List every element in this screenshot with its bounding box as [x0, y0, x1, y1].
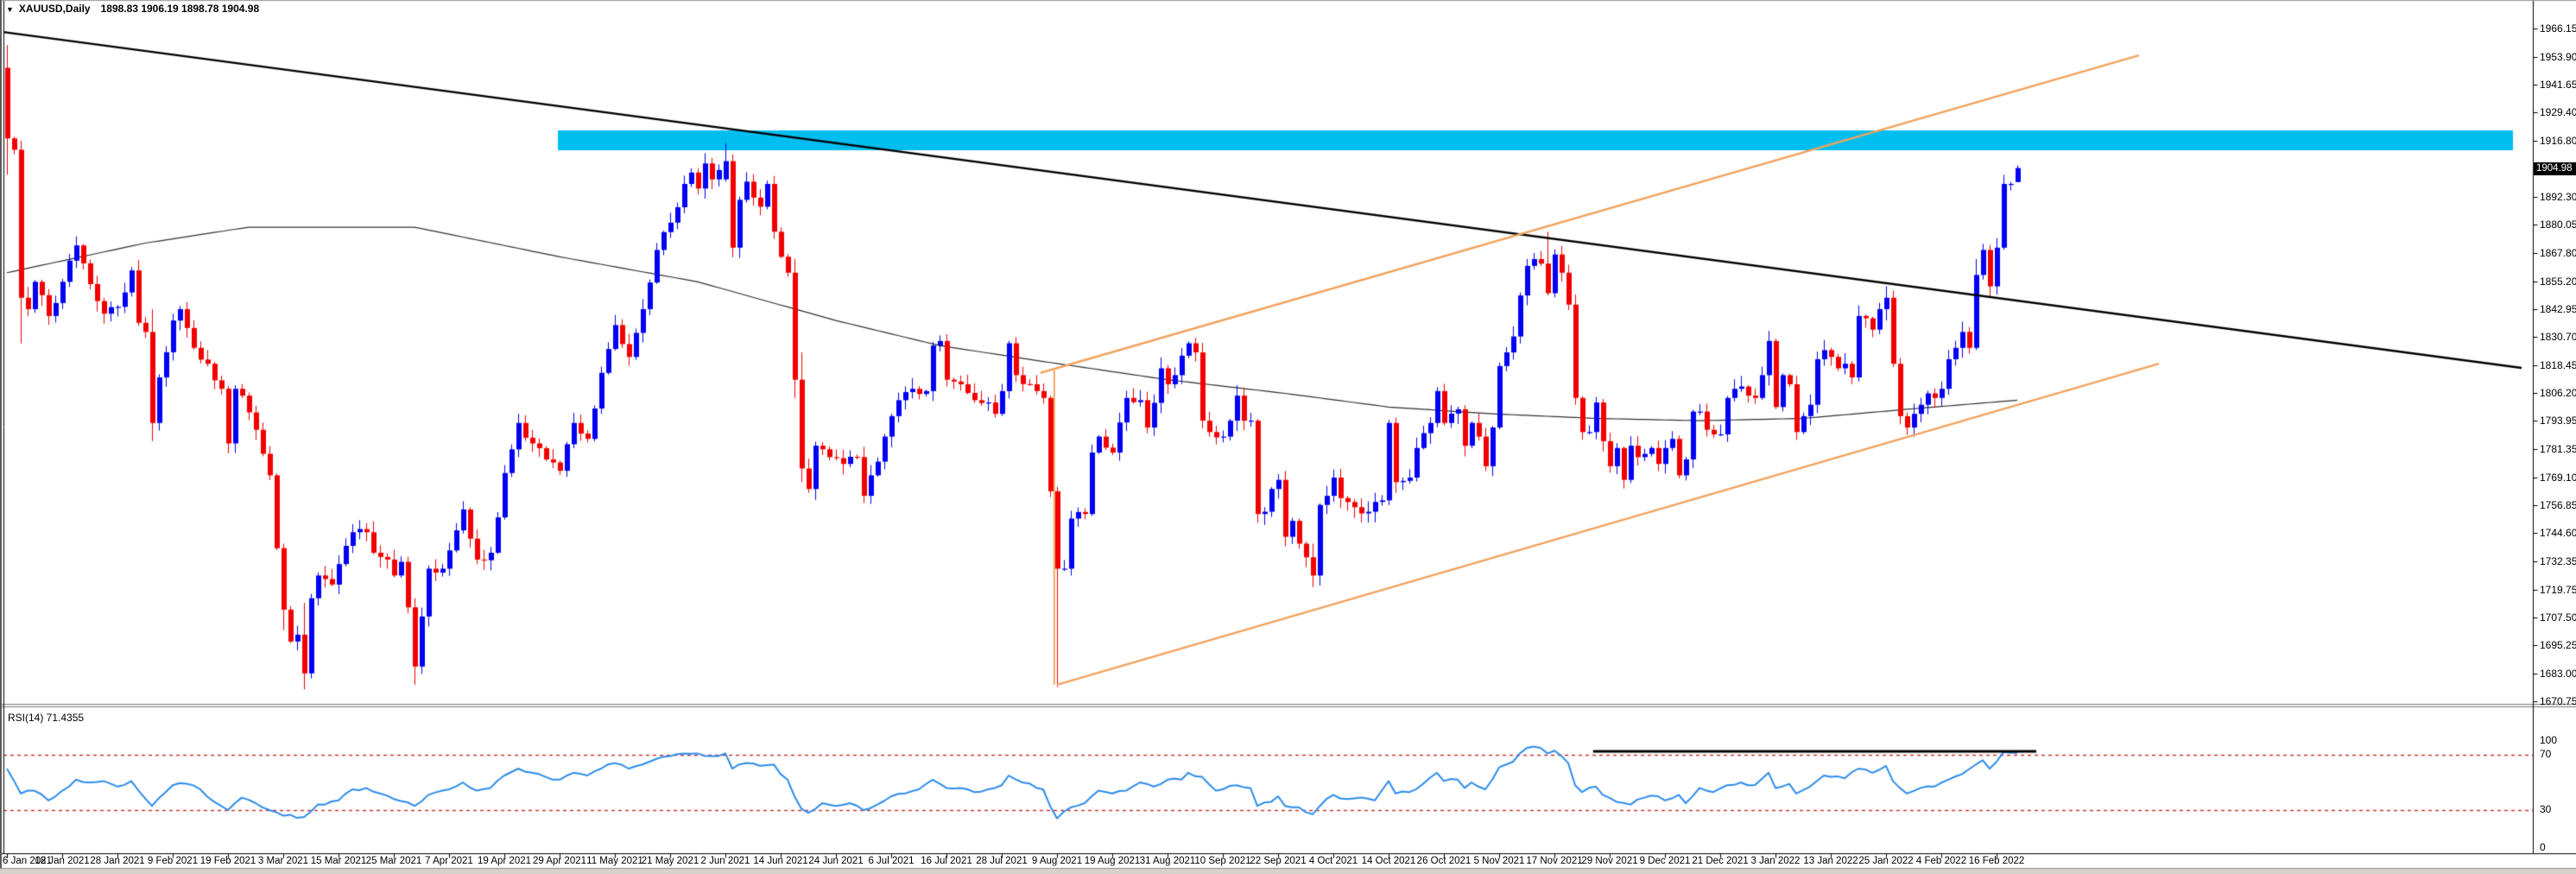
- date-axis-label: 11 May 2021: [586, 856, 643, 866]
- chart-title: ▼ XAUUSD,Daily 1898.83 1906.19 1898.78 19…: [6, 3, 259, 15]
- price-axis-label: 1966.15: [2540, 22, 2576, 35]
- date-axis-label: 9 Feb 2021: [147, 856, 199, 866]
- price-axis-label: 1781.35: [2540, 443, 2576, 456]
- price-axis-label: 1695.25: [2540, 639, 2576, 652]
- date-axis-label: 26 Oct 2021: [1416, 856, 1472, 866]
- price-axis-label: 1880.05: [2540, 218, 2576, 231]
- date-axis-label: 29 Nov 2021: [1581, 856, 1638, 866]
- rsi-axis-label: 30: [2540, 803, 2552, 815]
- price-axis-label: 1867.80: [2540, 246, 2576, 259]
- price-axis-label: 1941.65: [2540, 78, 2576, 91]
- price-axis-label: 1830.70: [2540, 331, 2576, 344]
- date-axis-label: 14 Jun 2021: [753, 856, 808, 866]
- price-axis-label: 1670.75: [2540, 695, 2576, 707]
- price-axis-label: 1953.90: [2540, 50, 2576, 63]
- date-axis-label: 19 Feb 2021: [199, 856, 256, 866]
- date-axis-label: 2 Jun 2021: [700, 856, 750, 866]
- date-axis-label: 21 May 2021: [641, 856, 699, 866]
- price-axis-label: 1683.00: [2540, 667, 2576, 680]
- date-axis-label: 17 Nov 2021: [1526, 856, 1583, 866]
- date-axis-label: 19 Apr 2021: [477, 856, 532, 866]
- date-axis-label: 14 Oct 2021: [1361, 856, 1416, 866]
- price-axis-label: 1855.20: [2540, 275, 2576, 288]
- price-axis-label: 1892.30: [2540, 190, 2576, 203]
- date-axis-label: 4 Feb 2022: [1915, 856, 1967, 866]
- date-axis-label: 4 Oct 2021: [1308, 856, 1358, 866]
- price-axis-label: 1769.10: [2540, 471, 2576, 484]
- price-axis-label: 1756.85: [2540, 499, 2576, 512]
- date-axis-label: 6 Jul 2021: [868, 856, 915, 866]
- date-axis-label: 3 Mar 2021: [257, 856, 309, 866]
- price-axis-label: 1744.60: [2540, 527, 2576, 540]
- rsi-indicator-label: RSI(14) 71.4355: [8, 712, 85, 724]
- date-axis-label: 18 Jan 2021: [35, 856, 90, 866]
- date-axis-label: 7 Apr 2021: [425, 856, 473, 866]
- date-axis-label: 13 Jan 2022: [1803, 856, 1858, 866]
- date-axis-label: 3 Jan 2022: [1750, 856, 1801, 866]
- rsi-axis-label: 100: [2540, 734, 2558, 746]
- date-axis-label: 28 Jul 2021: [976, 856, 1028, 866]
- date-axis-label: 16 Feb 2022: [1968, 856, 2025, 866]
- date-axis-label: 25 Mar 2021: [365, 856, 422, 866]
- date-axis-label: 29 Apr 2021: [532, 856, 587, 866]
- price-axis-label: 1719.75: [2540, 583, 2576, 596]
- date-axis-label: 31 Aug 2021: [1139, 856, 1196, 866]
- date-axis-label: 6 Jan 2021: [3, 856, 52, 866]
- price-axis-label: 1732.35: [2540, 554, 2576, 567]
- date-axis-label: 19 Aug 2021: [1084, 856, 1141, 866]
- date-axis-label: 16 Jul 2021: [921, 856, 972, 866]
- current-price-tag: 1904.98: [2534, 162, 2576, 175]
- collapse-arrow-icon[interactable]: ▼: [6, 5, 14, 14]
- price-axis-label: 1707.50: [2540, 611, 2576, 624]
- ohlc-readout: 1898.83 1906.19 1898.78 1904.98: [100, 3, 260, 15]
- date-axis-label: 5 Nov 2021: [1473, 856, 1525, 866]
- date-axis-label: 15 Mar 2021: [310, 856, 367, 866]
- date-axis-label: 10 Sep 2021: [1194, 856, 1251, 866]
- date-axis-label: 22 Sep 2021: [1250, 856, 1307, 866]
- date-axis-label: 21 Dec 2021: [1692, 856, 1749, 866]
- date-axis-label: 24 Jun 2021: [808, 856, 864, 866]
- date-axis-label: 25 Jan 2022: [1858, 856, 1914, 866]
- price-axis-label: 1842.95: [2540, 303, 2576, 316]
- rsi-axis-label: 70: [2540, 748, 2552, 760]
- price-axis-label: 1818.45: [2540, 358, 2576, 371]
- rsi-axis-label: 0: [2540, 841, 2546, 853]
- price-axis-label: 1806.20: [2540, 386, 2576, 399]
- date-axis-label: 28 Jan 2021: [90, 856, 145, 866]
- price-axis-label: 1793.95: [2540, 415, 2576, 428]
- date-axis-label: 9 Dec 2021: [1639, 856, 1691, 866]
- date-axis-label: 9 Aug 2021: [1031, 856, 1083, 866]
- price-axis-label: 1916.80: [2540, 135, 2576, 148]
- symbol-timeframe-label: XAUUSD,Daily: [18, 3, 91, 15]
- price-axis-label: 1929.40: [2540, 106, 2576, 119]
